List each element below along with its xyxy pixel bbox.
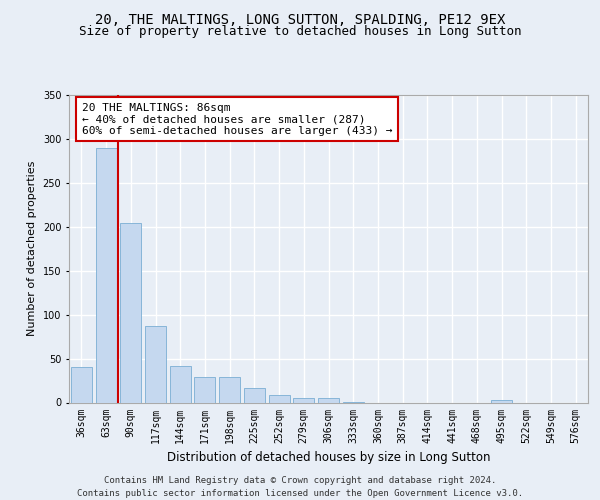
- Bar: [145, 326, 166, 402]
- Bar: [491, 400, 512, 402]
- Bar: [293, 398, 314, 402]
- Text: Size of property relative to detached houses in Long Sutton: Size of property relative to detached ho…: [79, 25, 521, 38]
- Bar: [269, 394, 290, 402]
- X-axis label: Distribution of detached houses by size in Long Sutton: Distribution of detached houses by size …: [167, 451, 490, 464]
- Bar: [219, 377, 240, 402]
- Y-axis label: Number of detached properties: Number of detached properties: [27, 161, 37, 336]
- Bar: [244, 388, 265, 402]
- Bar: [95, 148, 116, 402]
- Bar: [170, 366, 191, 403]
- Bar: [71, 368, 92, 402]
- Bar: [318, 398, 339, 402]
- Text: 20 THE MALTINGS: 86sqm
← 40% of detached houses are smaller (287)
60% of semi-de: 20 THE MALTINGS: 86sqm ← 40% of detached…: [82, 102, 392, 136]
- Text: 20, THE MALTINGS, LONG SUTTON, SPALDING, PE12 9EX: 20, THE MALTINGS, LONG SUTTON, SPALDING,…: [95, 12, 505, 26]
- Bar: [120, 224, 141, 402]
- Text: Contains HM Land Registry data © Crown copyright and database right 2024.
Contai: Contains HM Land Registry data © Crown c…: [77, 476, 523, 498]
- Bar: [194, 377, 215, 402]
